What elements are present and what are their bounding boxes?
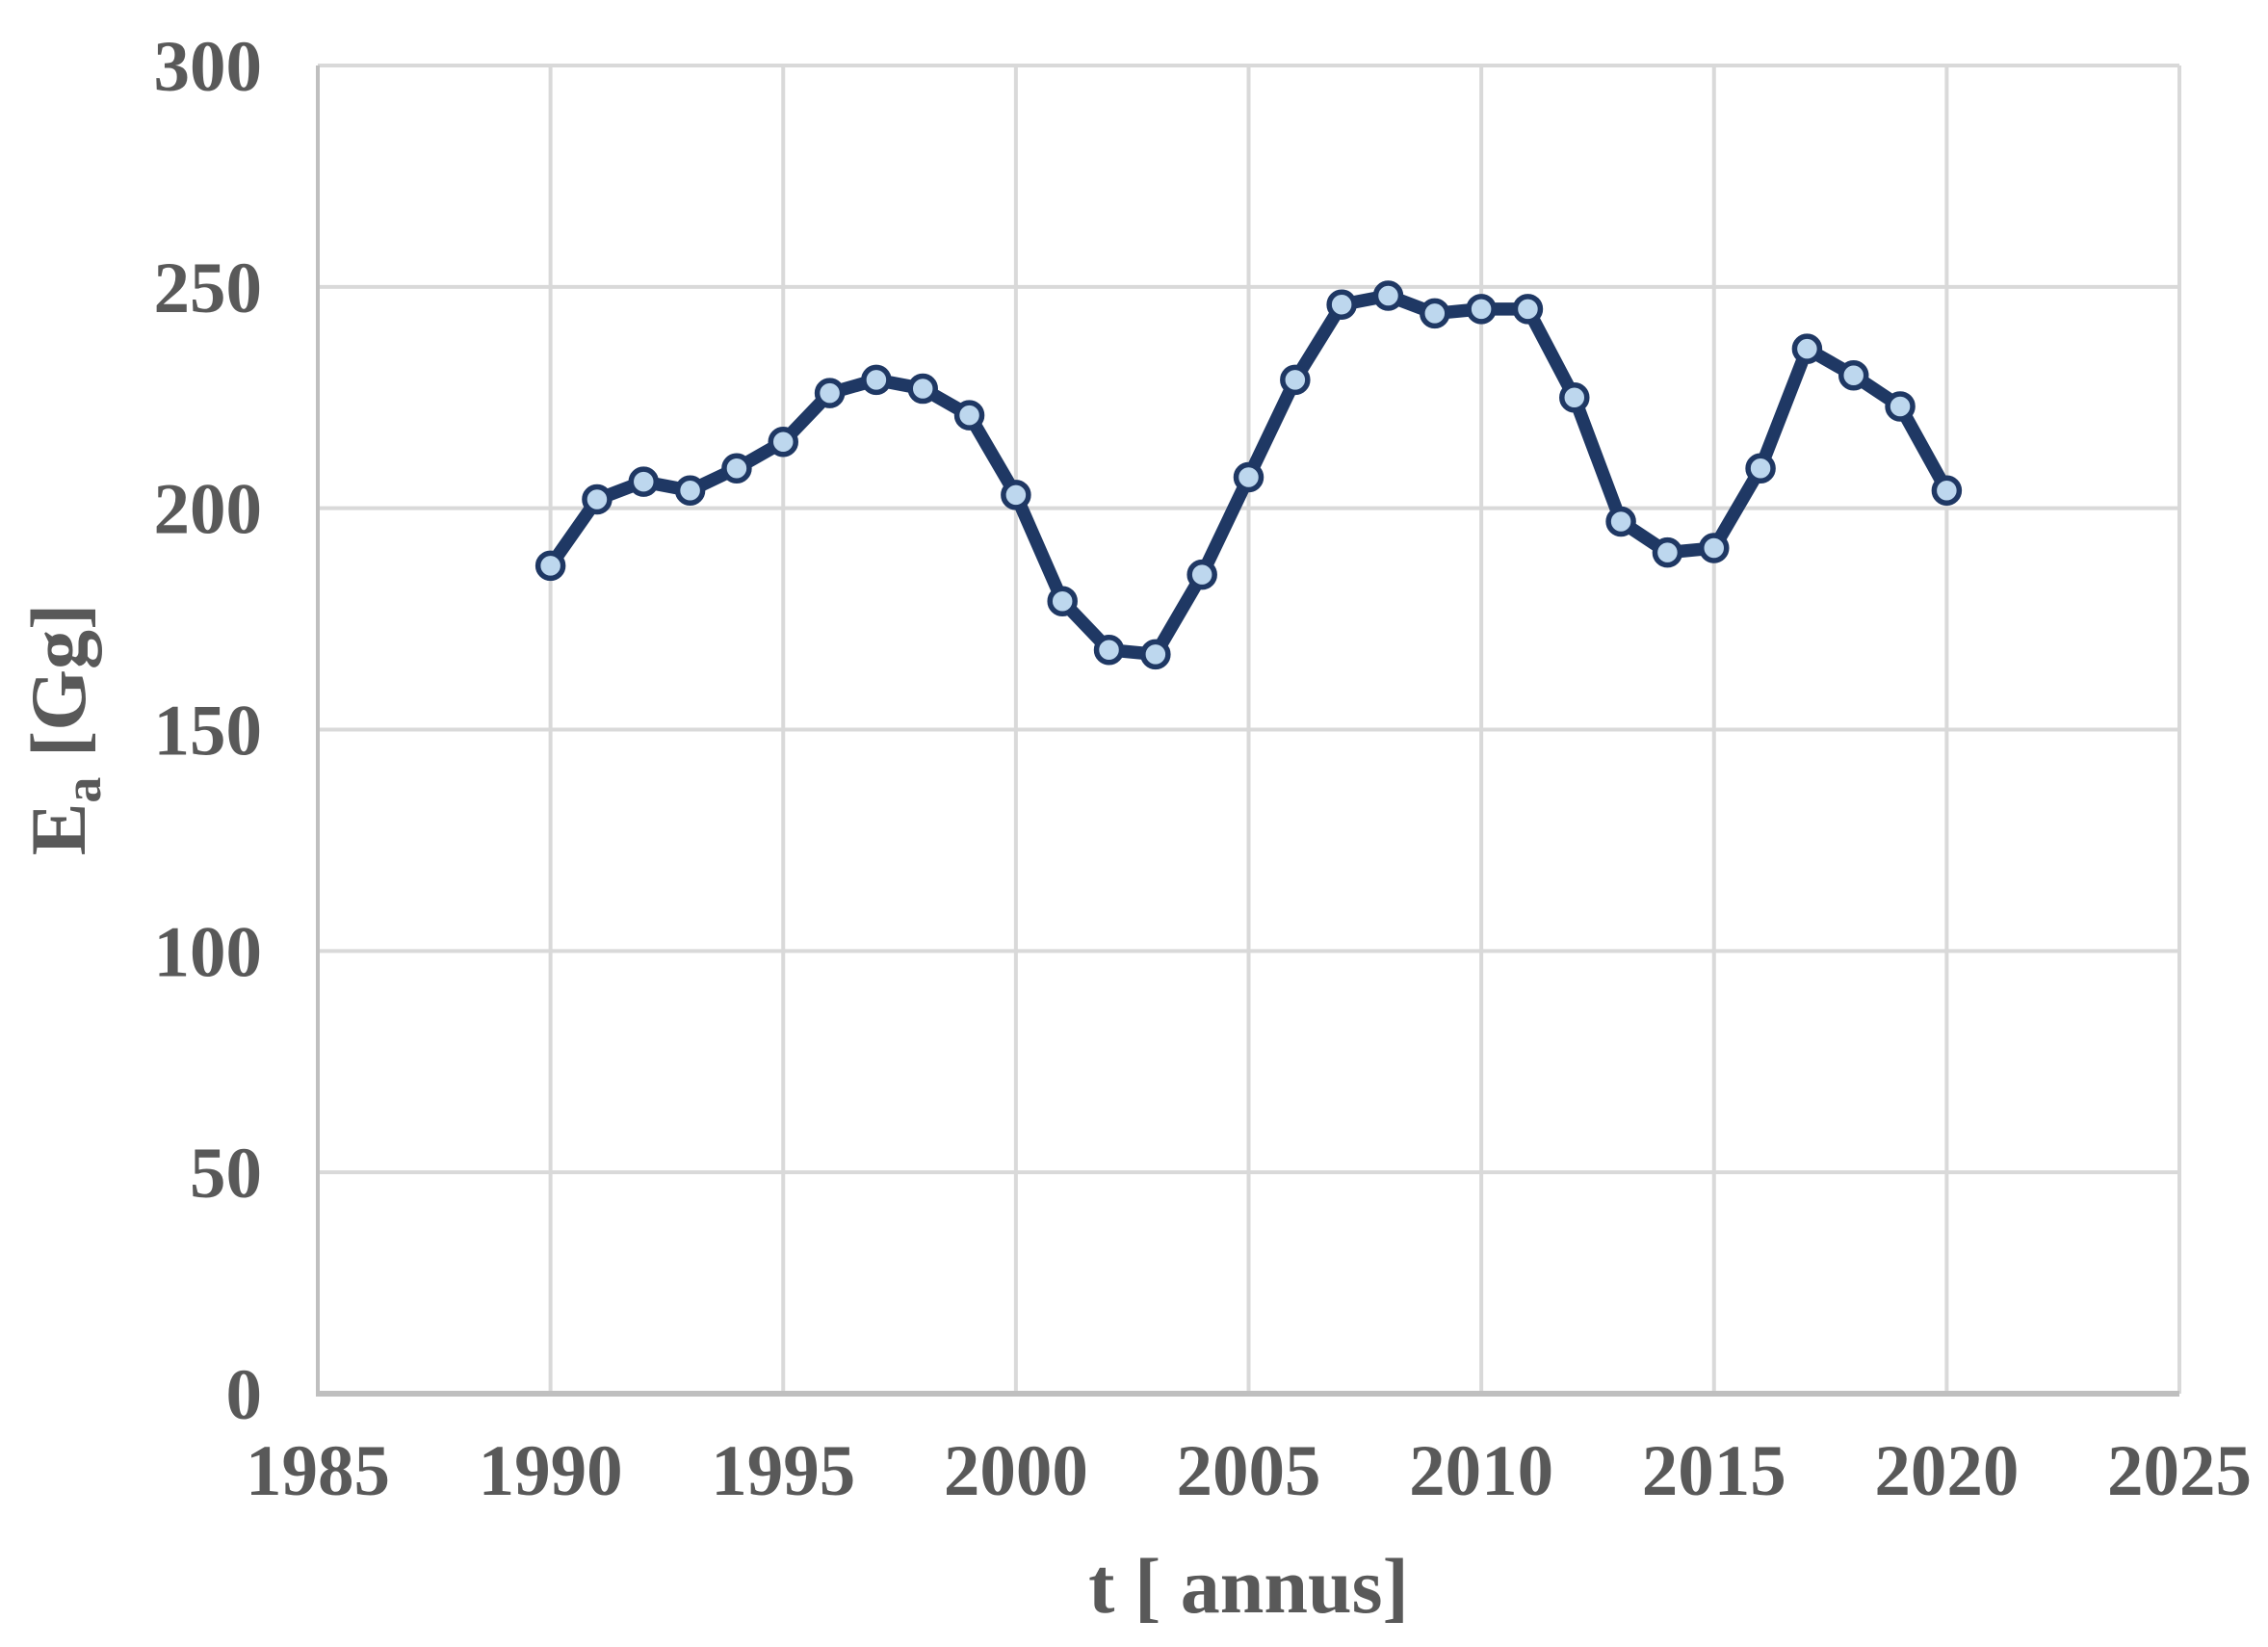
data-point-1990[interactable] (534, 550, 566, 582)
y-tick-label: 0 (226, 1355, 263, 1435)
axes (316, 65, 2179, 1397)
data-point-2009[interactable] (1420, 298, 1450, 329)
data-point-2017[interactable] (1791, 333, 1823, 364)
x-tick-label: 1995 (711, 1431, 855, 1511)
data-point-1991[interactable] (582, 484, 613, 515)
x-tick-label: 2010 (1409, 1431, 1553, 1511)
data-point-2019[interactable] (1885, 391, 1916, 422)
data-point-1992[interactable] (628, 466, 660, 497)
data-point-2012[interactable] (1559, 382, 1590, 413)
data-point-1994[interactable] (721, 453, 752, 484)
data-point-2008[interactable] (1372, 280, 1404, 311)
x-tick-label: 1985 (246, 1431, 390, 1511)
data-point-2007[interactable] (1326, 289, 1357, 320)
data-point-2002[interactable] (1093, 635, 1125, 666)
y-axis-title: Ea [Gg] (14, 604, 112, 856)
data-point-1998[interactable] (907, 373, 938, 405)
data-point-1993[interactable] (674, 475, 706, 507)
x-tick-label: 2025 (2107, 1431, 2252, 1511)
x-tick-label: 2000 (944, 1431, 1088, 1511)
x-tick-label: 2005 (1177, 1431, 1321, 1511)
y-tick-label: 200 (154, 470, 263, 550)
y-tick-label: 50 (190, 1134, 262, 1214)
data-point-2005[interactable] (1233, 461, 1264, 493)
x-tick-label: 1990 (479, 1431, 623, 1511)
tick-labels: 1985 1990 1995 2000 2005 2010 2015 2020 2025 0 50 1… (154, 27, 2253, 1511)
data-markers (534, 280, 1963, 670)
x-tick-label: 2015 (1642, 1431, 1786, 1511)
data-point-2013[interactable] (1605, 506, 1636, 537)
y-tick-label: 100 (154, 912, 263, 992)
data-point-2015[interactable] (1699, 533, 1730, 563)
data-point-2016[interactable] (1745, 453, 1776, 484)
y-tick-label: 150 (154, 692, 263, 771)
data-point-1997[interactable] (861, 364, 892, 396)
data-point-1999[interactable] (953, 400, 985, 431)
data-point-2006[interactable] (1280, 364, 1311, 396)
data-point-2011[interactable] (1512, 294, 1544, 325)
y-tick-label: 300 (154, 27, 263, 107)
data-point-1996[interactable] (814, 378, 846, 408)
data-point-2003[interactable] (1140, 639, 1171, 670)
data-point-2010[interactable] (1466, 294, 1497, 325)
gridlines (318, 64, 2181, 1394)
data-point-2014[interactable] (1652, 536, 1683, 568)
data-point-2004[interactable] (1186, 559, 1217, 590)
x-axis-title: t [ annus] (1088, 1542, 1409, 1630)
data-point-2018[interactable] (1838, 360, 1869, 391)
data-point-2001[interactable] (1047, 586, 1078, 616)
x-tick-label: 2020 (1874, 1431, 2019, 1511)
y-tick-label: 250 (154, 248, 263, 328)
data-point-2000[interactable] (1001, 480, 1031, 510)
data-point-2020[interactable] (1931, 475, 1963, 507)
data-point-1995[interactable] (768, 426, 798, 458)
